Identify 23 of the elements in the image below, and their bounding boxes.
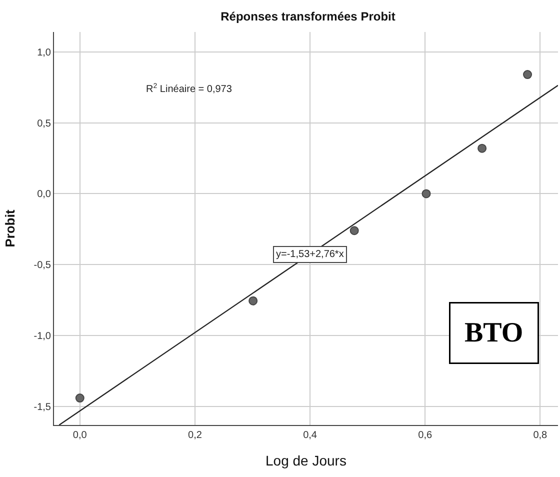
y-tick-label: 0,0 xyxy=(37,189,52,200)
chart-title: Réponses transformées Probit xyxy=(220,9,396,24)
x-tick-label: 0,4 xyxy=(303,430,318,441)
point xyxy=(75,394,84,403)
point xyxy=(478,144,487,153)
y-tick-label: -1,5 xyxy=(34,402,52,414)
point xyxy=(350,226,359,236)
x-tick-label: 0,0 xyxy=(72,430,88,441)
y-axis-title: Probit xyxy=(2,209,18,248)
x-tick-label: 0,2 xyxy=(188,430,202,441)
x-axis-title: Log de Jours xyxy=(266,452,346,468)
annotation: R$^{2}$ Linéaire = 0,973 xyxy=(146,83,232,96)
annotation: y=-1,53+2,76*x xyxy=(276,249,344,260)
y-tick-label: 0,5 xyxy=(37,118,52,130)
y-tick-label: -0,5 xyxy=(34,260,52,272)
x-tick-label: 0,6 xyxy=(418,430,432,441)
y-tick-label: -1,0 xyxy=(34,331,52,342)
point xyxy=(523,70,532,80)
x-tick-label: 0,8 xyxy=(533,430,548,441)
y-tick-label: 1,0 xyxy=(37,47,52,58)
annotation: BTO xyxy=(464,318,524,348)
point xyxy=(422,189,431,198)
point xyxy=(248,296,258,306)
